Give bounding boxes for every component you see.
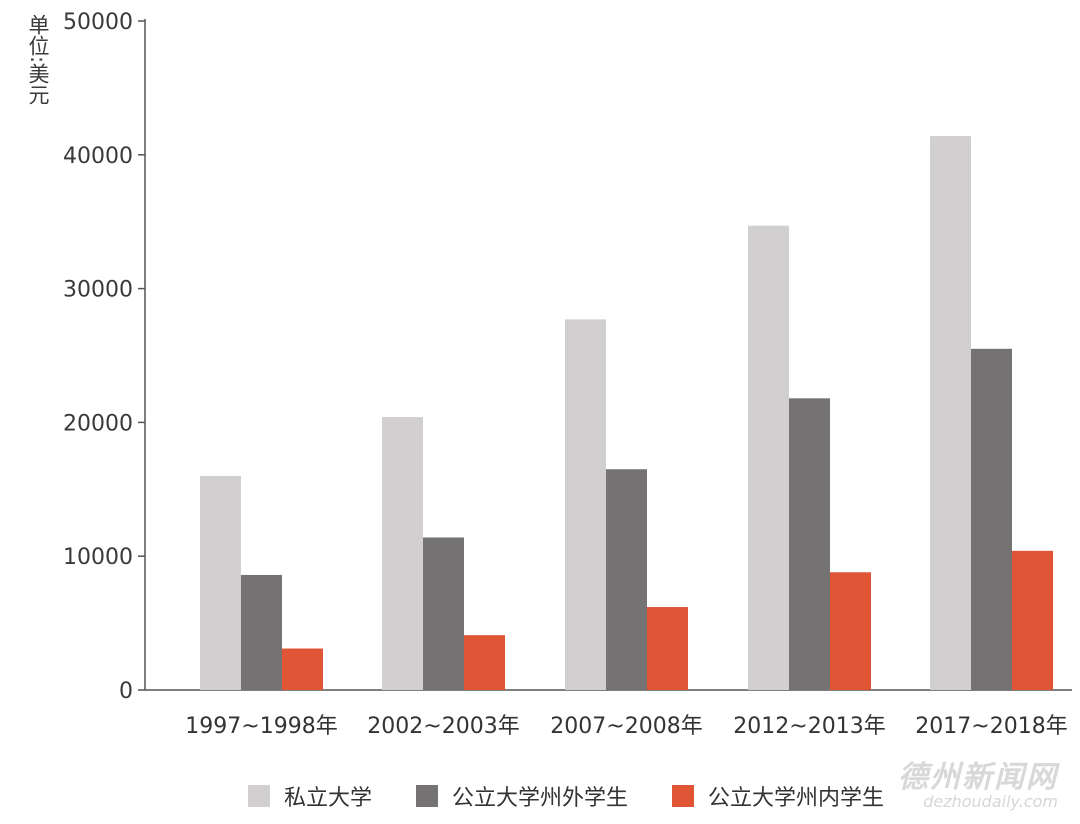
bar	[748, 225, 789, 691]
legend-label-public-in-state: 公立大学州内学生	[708, 786, 885, 811]
y-tick-label: 0	[119, 679, 133, 704]
bar	[565, 319, 606, 690]
bar	[241, 574, 282, 690]
bar	[830, 572, 871, 690]
y-tick-label: 40000	[63, 144, 133, 169]
legend-item-public-in-state: 公立大学州内学生	[672, 780, 884, 812]
legend-label-private: 私立大学	[284, 786, 373, 811]
x-tick-label: 2002~2003年	[367, 714, 519, 739]
y-axis-unit-label: 单位:美元	[26, 14, 50, 106]
x-tick-label: 2017~2018年	[915, 714, 1067, 739]
legend-item-public-out-of-state: 公立大学州外学生	[416, 780, 628, 812]
x-tick-label: 2007~2008年	[550, 714, 702, 739]
legend-swatch-public-out-of-state	[416, 785, 439, 807]
bar	[647, 607, 688, 690]
legend-item-private: 私立大学	[248, 780, 372, 812]
bar	[606, 469, 647, 690]
watermark: 德州新闻网 dezhoudaily.com	[898, 752, 1058, 811]
bar	[930, 136, 971, 690]
x-tick-label: 2012~2013年	[733, 714, 885, 739]
legend: 私立大学 公立大学州外学生 公立大学州内学生	[248, 780, 928, 812]
x-tick-label: 1997~1998年	[185, 714, 337, 739]
bar	[382, 417, 423, 690]
y-tick-label: 30000	[63, 278, 133, 303]
bar	[971, 348, 1012, 690]
bar	[282, 648, 323, 690]
legend-swatch-public-in-state	[672, 785, 695, 807]
watermark-main: 德州新闻网	[898, 760, 1058, 795]
legend-label-public-out-of-state: 公立大学州外学生	[452, 786, 629, 811]
legend-swatch-private	[248, 785, 270, 807]
y-tick-label: 50000	[63, 10, 133, 35]
bar	[464, 635, 505, 690]
bar	[200, 475, 241, 690]
y-tick-label: 20000	[63, 411, 133, 436]
bar	[789, 398, 830, 690]
y-tick-label: 10000	[63, 545, 133, 570]
bar-chart: 0 10000 20000 30000 40000 50000 1997~1998年 2002…	[63, 10, 1072, 739]
bar	[423, 537, 464, 690]
bar	[1012, 550, 1053, 690]
watermark-sub: dezhoudaily.com	[923, 792, 1058, 811]
